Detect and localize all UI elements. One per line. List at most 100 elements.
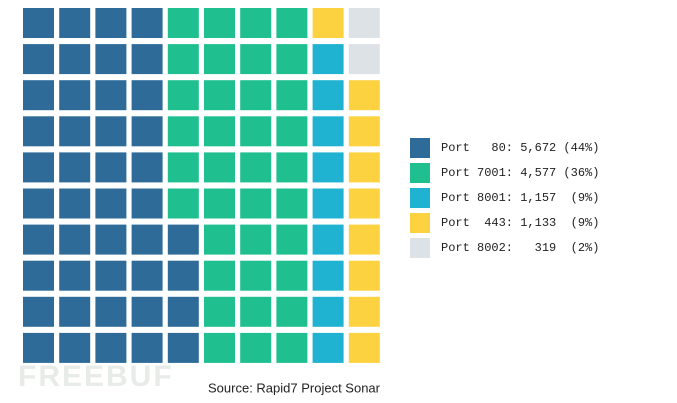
- legend-swatch: [410, 188, 430, 208]
- waffle-cell: [131, 296, 163, 327]
- waffle-cell: [167, 80, 199, 111]
- waffle-cell: [204, 260, 235, 291]
- waffle-cell: [131, 8, 163, 38]
- waffle-cell: [23, 8, 54, 38]
- legend-swatch: [410, 163, 430, 183]
- waffle-cell: [276, 116, 308, 147]
- waffle-cell: [348, 8, 380, 38]
- waffle-cell: [167, 260, 199, 291]
- waffle-cell: [59, 296, 91, 327]
- waffle-cell: [312, 116, 344, 147]
- waffle-cell: [312, 8, 344, 38]
- waffle-cell: [95, 80, 127, 111]
- waffle-cell: [95, 332, 127, 363]
- waffle-cell: [59, 80, 91, 111]
- waffle-cell: [312, 260, 344, 291]
- waffle-cell: [95, 116, 127, 147]
- legend-swatch: [410, 238, 430, 258]
- waffle-cell: [204, 152, 235, 183]
- legend-label: Port 7001: 4,577 (36%): [441, 166, 599, 180]
- waffle-cell: [167, 188, 199, 219]
- waffle-cell: [240, 80, 272, 111]
- waffle-cell: [95, 188, 127, 219]
- waffle-cell: [240, 188, 272, 219]
- waffle-cell: [23, 188, 54, 219]
- waffle-cell: [348, 116, 380, 147]
- waffle-cell: [312, 44, 344, 75]
- waffle-cell: [312, 80, 344, 111]
- legend-label: Port 80: 5,672 (44%): [441, 141, 599, 155]
- waffle-cell: [276, 224, 308, 255]
- waffle-cell: [240, 44, 272, 75]
- waffle-cell: [59, 260, 91, 291]
- waffle-cell: [23, 332, 54, 363]
- waffle-cell: [240, 116, 272, 147]
- waffle-cell: [23, 260, 54, 291]
- waffle-cell: [204, 8, 235, 38]
- waffle-cell: [276, 260, 308, 291]
- legend-label: Port 8002: 319 (2%): [441, 241, 599, 255]
- waffle-cell: [204, 332, 235, 363]
- waffle-cell: [167, 8, 199, 38]
- waffle-cell: [23, 224, 54, 255]
- waffle-cell: [131, 152, 163, 183]
- waffle-cell: [204, 80, 235, 111]
- waffle-cell: [23, 44, 54, 75]
- waffle-cell: [131, 80, 163, 111]
- waffle-cell: [167, 332, 199, 363]
- waffle-cell: [131, 44, 163, 75]
- waffle-cell: [348, 152, 380, 183]
- legend-label: Port 8001: 1,157 (9%): [441, 191, 599, 205]
- waffle-cell: [276, 188, 308, 219]
- waffle-cell: [95, 8, 127, 38]
- waffle-cell: [59, 332, 91, 363]
- waffle-cell: [348, 188, 380, 219]
- waffle-cell: [95, 260, 127, 291]
- waffle-cell: [59, 152, 91, 183]
- waffle-cell: [23, 116, 54, 147]
- waffle-cell: [131, 116, 163, 147]
- legend-swatch: [410, 138, 430, 158]
- waffle-cell: [312, 296, 344, 327]
- waffle-cell: [167, 44, 199, 75]
- waffle-cell: [59, 44, 91, 75]
- waffle-cell: [131, 260, 163, 291]
- waffle-cell: [204, 44, 235, 75]
- waffle-cell: [312, 332, 344, 363]
- waffle-cell: [276, 332, 308, 363]
- waffle-cell: [312, 152, 344, 183]
- legend-swatch: [410, 213, 430, 233]
- waffle-cell: [276, 80, 308, 111]
- source-note: Source: Rapid7 Project Sonar: [208, 380, 381, 395]
- waffle-cell: [23, 296, 54, 327]
- waffle-cell: [348, 224, 380, 255]
- waffle-cell: [204, 116, 235, 147]
- waffle-cell: [276, 296, 308, 327]
- waffle-cell: [204, 224, 235, 255]
- waffle-cell: [95, 152, 127, 183]
- waffle-cell: [95, 296, 127, 327]
- waffle-cell: [348, 296, 380, 327]
- waffle-cell: [59, 224, 91, 255]
- waffle-cell: [240, 332, 272, 363]
- waffle-cell: [23, 80, 54, 111]
- waffle-cell: [131, 332, 163, 363]
- waffle-cell: [167, 116, 199, 147]
- waffle-cell: [167, 296, 199, 327]
- waffle-cell: [23, 152, 54, 183]
- waffle-cell: [348, 332, 380, 363]
- waffle-cell: [204, 188, 235, 219]
- legend-label: Port 443: 1,133 (9%): [441, 216, 599, 230]
- waffle-cell: [348, 80, 380, 111]
- waffle-cell: [204, 296, 235, 327]
- waffle-cell: [240, 8, 272, 38]
- waffle-cell: [240, 296, 272, 327]
- waffle-cell: [59, 116, 91, 147]
- waffle-cell: [131, 224, 163, 255]
- waffle-cell: [276, 44, 308, 75]
- waffle-cell: [240, 224, 272, 255]
- waffle-cell: [312, 188, 344, 219]
- waffle-cell: [59, 188, 91, 219]
- waffle-cell: [276, 152, 308, 183]
